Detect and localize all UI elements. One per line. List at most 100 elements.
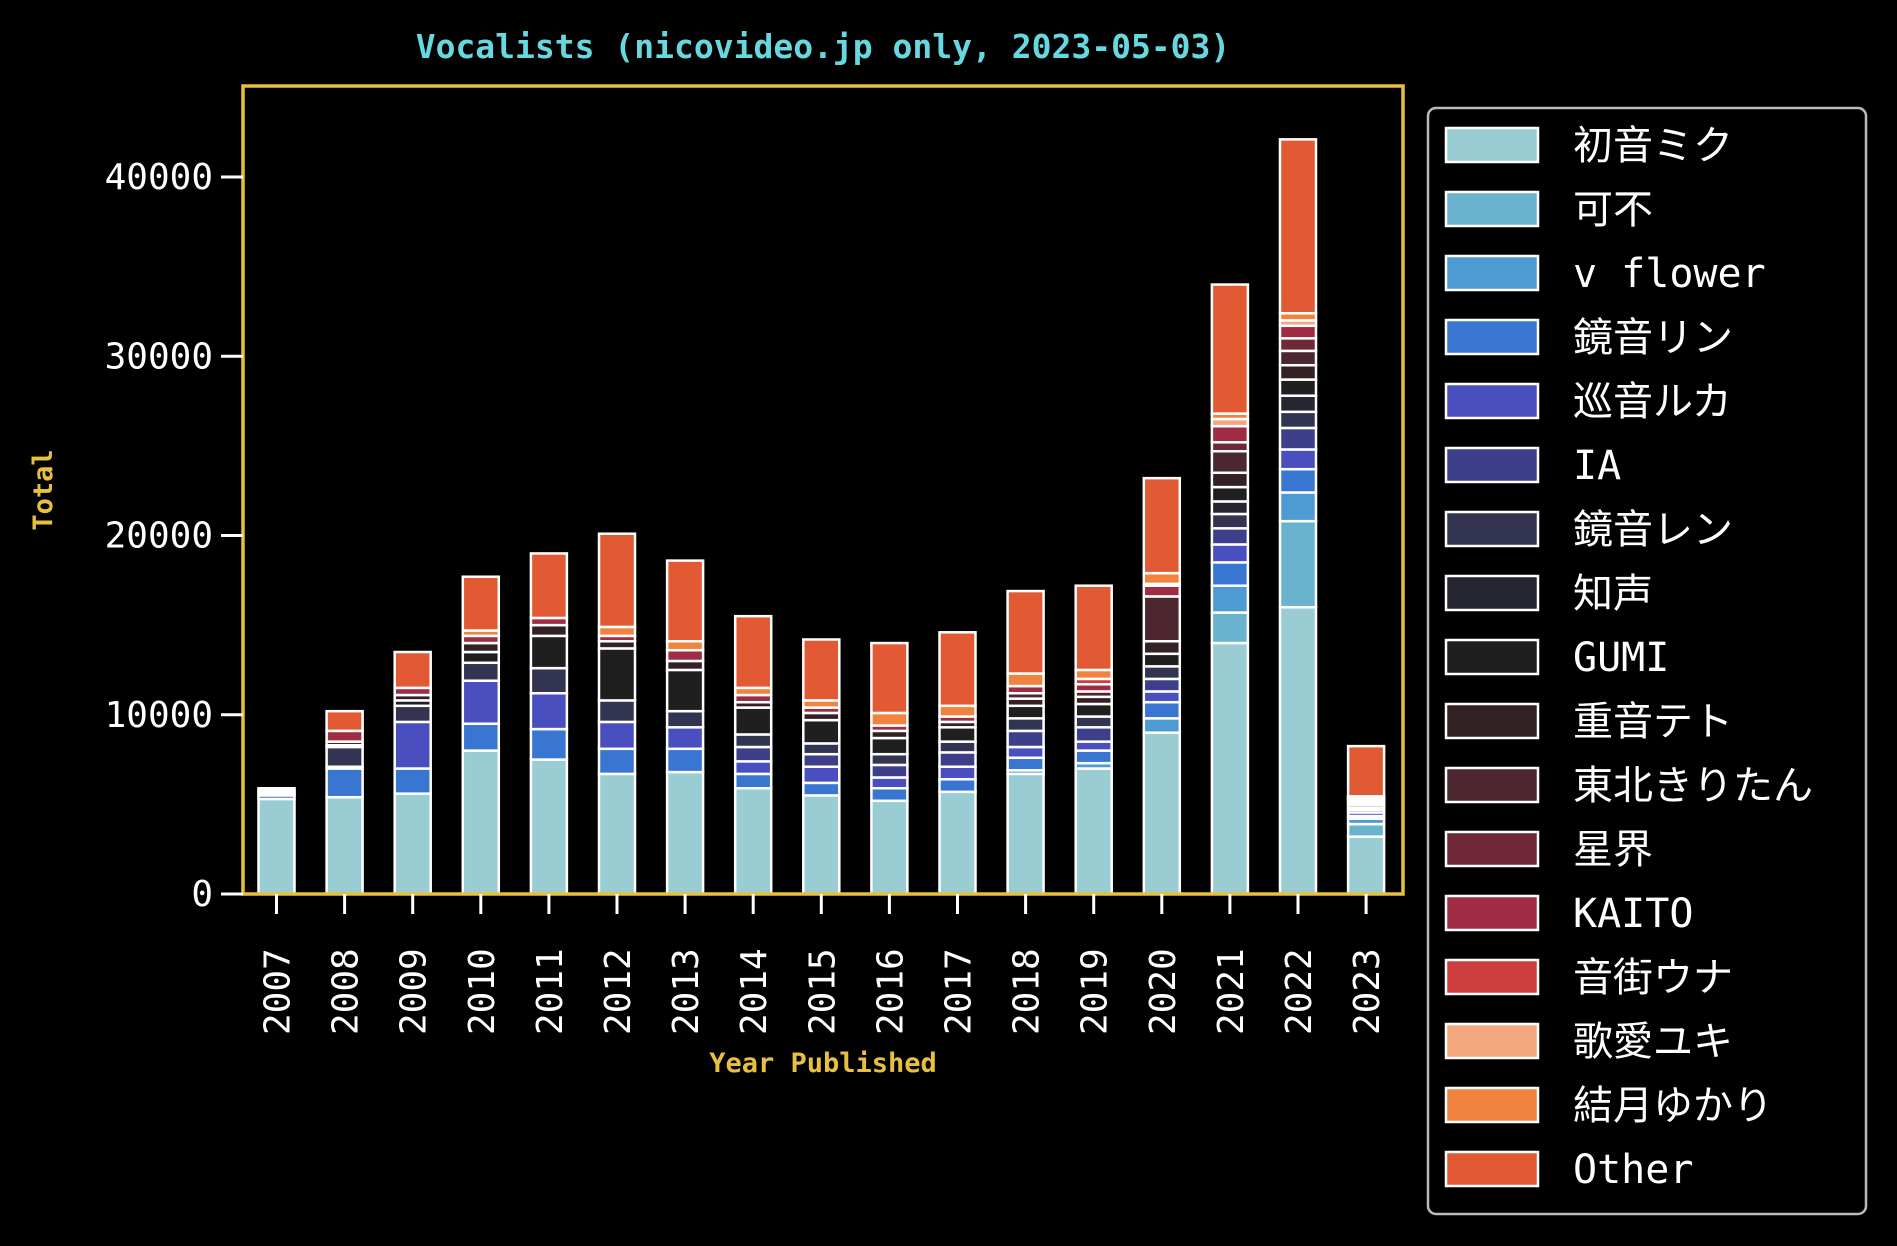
legend-label: 鏡音レン bbox=[1573, 507, 1733, 553]
legend-swatch bbox=[1444, 702, 1540, 740]
bar-segment bbox=[938, 631, 977, 708]
legend-label: KAITO bbox=[1573, 891, 1693, 937]
bar-segment bbox=[1142, 731, 1182, 896]
bar-segment bbox=[1210, 641, 1250, 896]
legend-label: 結月ゆかり bbox=[1573, 1083, 1773, 1129]
y-tick-label: 0 bbox=[191, 874, 213, 915]
bar-segment bbox=[1074, 749, 1113, 765]
bar-segment bbox=[938, 704, 977, 718]
bar-segment bbox=[1210, 512, 1250, 530]
legend-swatch bbox=[1444, 1086, 1540, 1124]
bar-segment bbox=[1142, 584, 1182, 598]
bar-segment bbox=[597, 532, 637, 629]
bar-segment bbox=[870, 776, 909, 790]
bar-segment bbox=[597, 647, 637, 702]
legend-label: 星界 bbox=[1573, 827, 1653, 873]
bar-segment bbox=[1346, 822, 1386, 838]
bar-segment bbox=[802, 794, 841, 896]
x-tick-label: 2013 bbox=[666, 948, 707, 1035]
legend-label: 巡音ルカ bbox=[1573, 379, 1732, 425]
bar-segment bbox=[529, 758, 569, 896]
bar-segment bbox=[733, 745, 773, 763]
bar-segment bbox=[529, 552, 569, 620]
bar-segment bbox=[938, 790, 977, 896]
y-tick-label: 40000 bbox=[105, 157, 213, 198]
x-tick-label: 2016 bbox=[870, 948, 911, 1035]
bar-segment bbox=[1142, 665, 1182, 681]
bar-segment bbox=[938, 778, 977, 794]
bar-segment bbox=[597, 772, 637, 896]
bar-segment bbox=[1210, 500, 1250, 516]
x-tick-label: 2014 bbox=[734, 948, 775, 1035]
bar-segment bbox=[870, 752, 909, 767]
bar-segment bbox=[870, 711, 909, 727]
bar-segment bbox=[461, 679, 501, 725]
bar-segment bbox=[733, 786, 773, 896]
bar-segment bbox=[1006, 729, 1045, 749]
legend-label: 重音テト bbox=[1573, 699, 1733, 745]
bar-segment bbox=[461, 722, 501, 752]
bar-segment bbox=[802, 718, 841, 745]
bar-segment bbox=[1006, 589, 1045, 675]
bar-segment bbox=[1074, 584, 1113, 672]
bar-segment bbox=[1210, 561, 1250, 587]
bar-segment bbox=[802, 765, 841, 785]
bar-segment bbox=[1142, 700, 1182, 720]
bar-segment bbox=[733, 706, 773, 736]
bar-segment bbox=[1210, 450, 1250, 475]
x-tick-label: 2010 bbox=[462, 948, 503, 1035]
bar-segment bbox=[1210, 543, 1250, 564]
bar-segment bbox=[1210, 424, 1250, 444]
bar-segment bbox=[393, 792, 432, 896]
bar-segment bbox=[325, 795, 364, 896]
bar-segment bbox=[870, 641, 909, 715]
bar-segment bbox=[393, 767, 432, 795]
plot-frame bbox=[241, 84, 1405, 896]
bar-segment bbox=[1074, 726, 1113, 743]
bar-segment bbox=[597, 747, 637, 776]
bar-segment bbox=[1210, 584, 1250, 614]
bar-segment bbox=[1006, 745, 1045, 760]
bar-segment bbox=[665, 726, 705, 751]
bar-segment bbox=[665, 659, 705, 672]
bar-segment bbox=[1074, 715, 1113, 729]
bar-segment bbox=[802, 742, 841, 756]
bar-segment bbox=[597, 720, 637, 751]
bar-segment bbox=[665, 648, 705, 663]
bar-segment bbox=[1074, 740, 1113, 752]
bar-segment bbox=[1142, 595, 1182, 643]
bars-group bbox=[257, 138, 1386, 896]
bar-segment bbox=[1006, 772, 1045, 896]
bar-segment bbox=[1278, 337, 1318, 353]
bar-segment bbox=[870, 736, 909, 756]
bar-segment bbox=[1278, 394, 1318, 414]
bar-segment bbox=[393, 704, 432, 724]
legend-swatch bbox=[1444, 766, 1540, 804]
bar-segment bbox=[1142, 652, 1182, 668]
bar-segment bbox=[870, 799, 909, 896]
bar-segment bbox=[665, 559, 705, 643]
bar-segment bbox=[461, 575, 501, 632]
bar-segment bbox=[938, 726, 977, 743]
legend-label: IA bbox=[1573, 443, 1621, 489]
bar-segment bbox=[1278, 138, 1318, 315]
bar-segment bbox=[733, 772, 773, 790]
legend-swatch bbox=[1444, 638, 1540, 676]
x-tick-label: 2022 bbox=[1279, 948, 1320, 1035]
bar-segment bbox=[529, 623, 569, 638]
bar-segment bbox=[325, 767, 364, 799]
legend-swatch bbox=[1444, 190, 1540, 228]
bar-segment bbox=[1074, 767, 1113, 896]
bar-segment bbox=[665, 668, 705, 713]
legend-label: 歌愛ユキ bbox=[1573, 1019, 1733, 1065]
x-tick-label: 2021 bbox=[1211, 948, 1252, 1035]
bar-segment bbox=[597, 699, 637, 724]
x-tick-label: 2015 bbox=[802, 948, 843, 1035]
legend-swatch bbox=[1444, 830, 1540, 868]
legend-label: 可不 bbox=[1573, 187, 1653, 233]
bar-segment bbox=[325, 745, 364, 768]
legend-swatch bbox=[1444, 894, 1540, 932]
bar-segment bbox=[1278, 519, 1318, 609]
